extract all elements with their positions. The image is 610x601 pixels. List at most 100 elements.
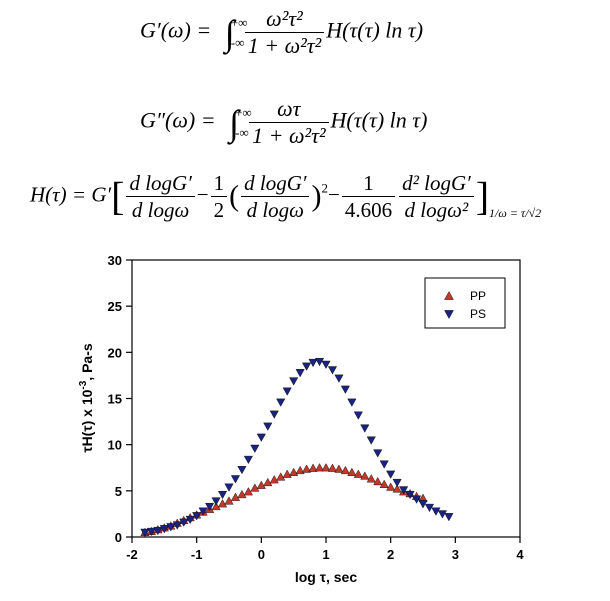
legend-box — [424, 277, 506, 329]
eq3-f5-num: d² logG′ — [399, 170, 474, 197]
data-point-ps — [437, 510, 447, 519]
x-axis-label: log τ, sec — [295, 569, 357, 585]
y-tick-label: 20 — [108, 345, 122, 360]
data-point-ps — [263, 422, 273, 431]
data-point-ps — [205, 502, 215, 512]
data-point-ps — [172, 521, 182, 530]
data-point-ps — [340, 385, 350, 394]
eq3-fraction-4: 1 4.606 — [341, 170, 396, 223]
eq1-numerator: ω²τ² — [244, 6, 325, 33]
data-point-pp — [295, 465, 305, 475]
legend-marker-ps — [444, 310, 454, 319]
data-point-ps — [392, 478, 402, 488]
data-point-pp — [340, 465, 350, 475]
legend: PP PS — [424, 277, 506, 329]
data-point-ps — [399, 486, 409, 495]
data-point-ps — [302, 362, 312, 371]
x-tick-label: -2 — [126, 547, 138, 562]
eq1-lhs: G′(ω) = — [140, 17, 217, 43]
data-point-ps — [192, 512, 202, 521]
eq2-denominator: 1 + ω²τ² — [252, 123, 326, 148]
data-point-ps — [256, 433, 266, 442]
data-point-pp — [366, 474, 376, 483]
x-axis-ticks: -2 -1 0 1 2 3 4 — [126, 537, 524, 562]
equation-loss-modulus: G″(ω) = ∫ +∞ -∞ ωτ 1 + ω²τ² H(τ(τ) ln τ) — [140, 96, 427, 149]
data-point-ps — [166, 523, 176, 532]
x-tick-label: 2 — [387, 547, 394, 562]
equation-storage-modulus: G′(ω) = ∫ +∞ -∞ ω²τ² 1 + ω²τ² H(τ(τ) ln τ) — [140, 6, 423, 59]
eq3-f3-den: d logω — [246, 198, 304, 222]
data-point-pp — [392, 484, 402, 493]
data-point-pp — [321, 463, 331, 472]
eq1-tail: H(τ(τ) ln τ) — [326, 17, 424, 43]
data-point-ps — [179, 518, 189, 527]
eq3-fraction-1: d logG′ d logω — [126, 170, 195, 223]
data-point-pp — [217, 499, 228, 508]
data-point-ps — [360, 424, 370, 433]
eq3-f1-den: d logω — [131, 198, 190, 222]
data-point-ps — [230, 475, 241, 484]
eq3-f4-den: 4.606 — [344, 198, 393, 222]
eq3-fraction-5: d² logG′ d logω² — [399, 170, 474, 223]
x-tick-label: 0 — [258, 547, 265, 562]
eq3-f5-den: d logω² — [404, 198, 469, 222]
data-point-pp — [373, 476, 383, 486]
data-point-ps — [321, 360, 331, 369]
data-point-ps — [243, 455, 253, 465]
x-tick-label: 1 — [322, 547, 329, 562]
y-axis-label-main: τH(τ) x 10 — [79, 389, 95, 452]
eq3-minus-2: − — [327, 182, 340, 207]
data-point-ps — [250, 444, 260, 453]
data-point-pp — [347, 467, 357, 476]
eq1-upper-limit: +∞ — [230, 14, 248, 30]
y-tick-label: 5 — [115, 484, 122, 499]
eq2-tail: H(τ(τ) ln τ) — [330, 107, 428, 133]
data-point-pp — [379, 479, 389, 488]
data-point-ps — [211, 497, 221, 506]
data-point-ps — [327, 366, 338, 375]
data-point-pp — [308, 463, 318, 472]
data-point-pp — [282, 469, 292, 478]
eq3-f3-num: d logG′ — [241, 170, 310, 197]
data-point-ps — [334, 374, 344, 383]
data-point-ps — [379, 460, 389, 469]
eq1-fraction: ω²τ² 1 + ω²τ² — [244, 6, 325, 59]
eq3-minus-1: − — [196, 182, 209, 207]
eq1-denominator: 1 + ω²τ² — [247, 33, 322, 58]
series-ps — [140, 358, 454, 537]
eq1-lower-limit: -∞ — [230, 34, 245, 50]
eq2-lhs: G″(ω) = — [140, 107, 222, 133]
eq2-lower-limit: -∞ — [235, 124, 249, 140]
data-point-ps — [146, 527, 156, 537]
data-point-ps — [198, 507, 208, 516]
legend-marker-pp — [444, 291, 454, 300]
data-point-ps — [269, 410, 279, 419]
data-point-pp — [289, 467, 299, 476]
data-point-ps — [353, 411, 363, 420]
data-point-ps — [314, 358, 325, 367]
data-point-pp — [276, 472, 286, 481]
integral-sign: ∫ +∞ -∞ — [221, 103, 252, 143]
data-point-ps — [153, 526, 163, 536]
data-point-pp — [314, 463, 325, 472]
integral-sign: ∫ +∞ -∞ — [217, 13, 248, 53]
eq3-power: 2 — [321, 180, 328, 196]
data-point-ps — [217, 490, 228, 500]
y-tick-label: 25 — [108, 299, 122, 314]
data-points — [140, 358, 454, 537]
eq3-fraction-3: d logG′ d logω — [241, 170, 310, 223]
data-point-pp — [334, 464, 344, 473]
data-point-pp — [327, 463, 338, 472]
data-point-pp — [353, 469, 363, 478]
y-tick-label: 15 — [108, 392, 122, 407]
eq3-open-paren: ( — [229, 179, 240, 213]
data-point-pp — [302, 464, 312, 473]
data-point-ps — [289, 377, 299, 386]
eq3-f1-num: d logG′ — [126, 170, 195, 197]
data-point-ps — [405, 490, 415, 500]
y-axis-ticks: 0 5 10 15 20 25 30 — [108, 253, 132, 545]
eq3-f4-num: 1 — [341, 170, 396, 197]
legend-label-ps: PS — [470, 307, 486, 321]
data-point-ps — [276, 398, 286, 407]
